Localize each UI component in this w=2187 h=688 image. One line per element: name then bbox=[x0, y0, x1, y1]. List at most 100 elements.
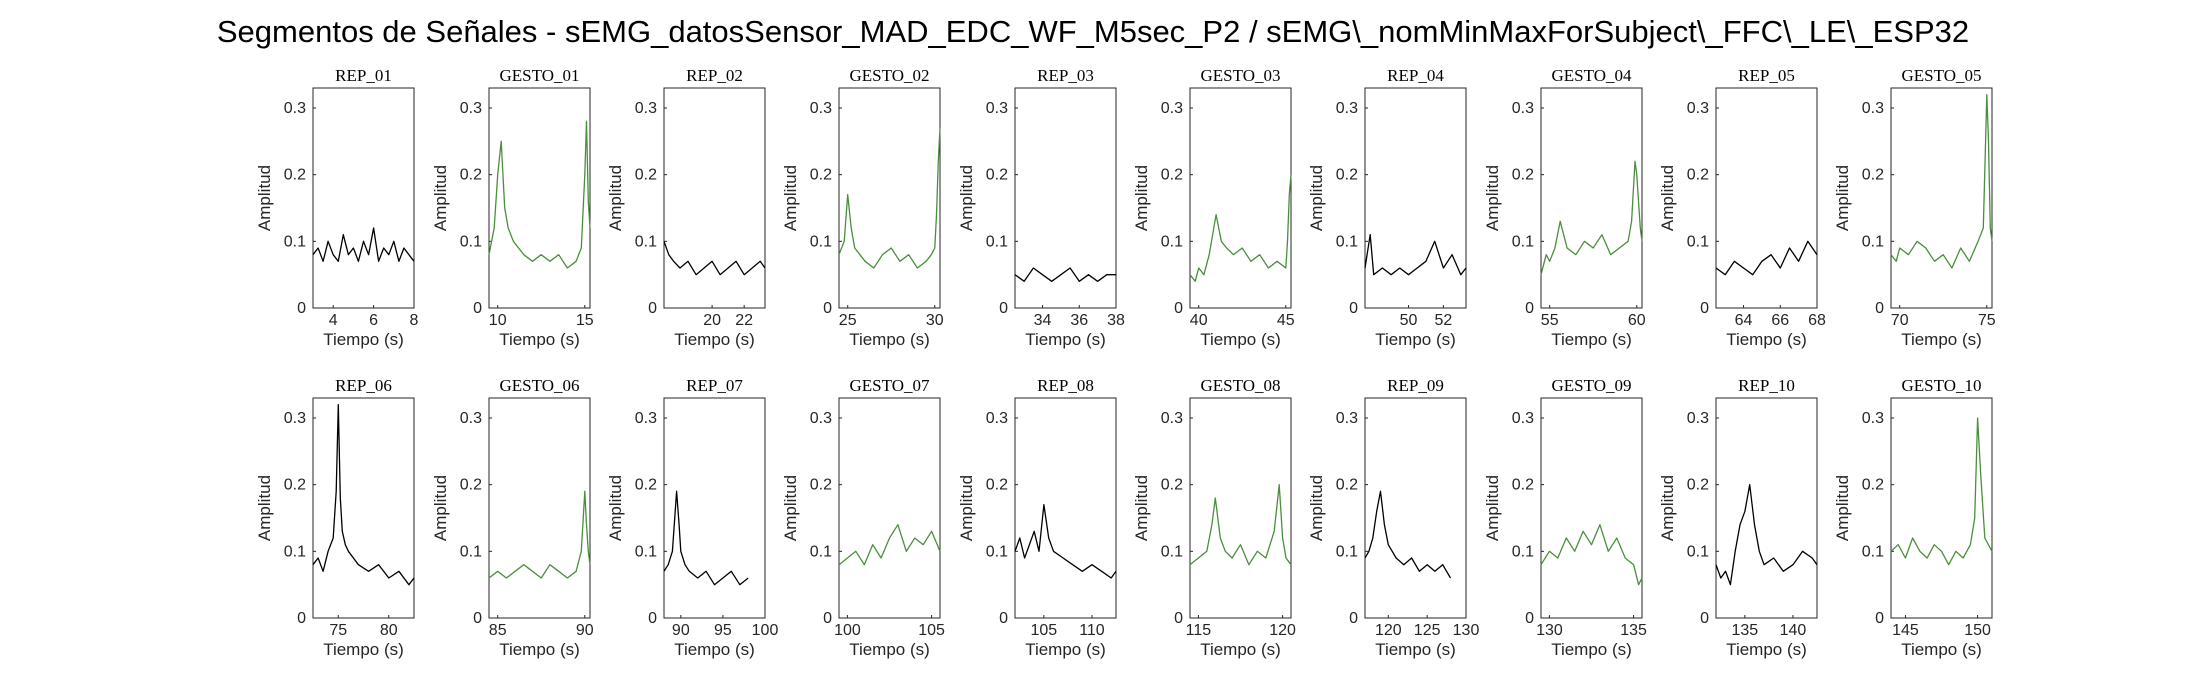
x-tick-label: 75 bbox=[1978, 312, 1996, 329]
subplot-20: 0 0.1 0.2 0.3 145 150 GESTO_10 Tiempo (s) Amplit… bbox=[1833, 376, 1993, 659]
x-axis-label: Tiempo (s) bbox=[1200, 330, 1281, 349]
x-tick-label: 115 bbox=[1186, 622, 1212, 639]
x-tick-label: 75 bbox=[329, 622, 347, 639]
y-tick-label: 0 bbox=[297, 610, 306, 627]
y-axis-label: Amplitud bbox=[255, 165, 274, 231]
y-tick-label: 0 bbox=[1700, 300, 1709, 317]
subplot-18: 0 0.1 0.2 0.3 130 135 GESTO_09 Tiempo (s) Amplit… bbox=[1483, 376, 1647, 659]
signal-line bbox=[1364, 234, 1467, 276]
y-axis-label: Amplitud bbox=[1833, 165, 1852, 231]
y-tick-label: 0.2 bbox=[1687, 167, 1709, 184]
subplot-10: 0 0.1 0.2 0.3 70 75 GESTO_05 Tiempo (s) Amplitud bbox=[1833, 66, 1996, 349]
y-tick-label: 0.3 bbox=[460, 100, 482, 117]
y-axis-label: Amplitud bbox=[1483, 475, 1502, 541]
x-tick-label: 80 bbox=[380, 622, 398, 639]
subplot-5: 0 0.1 0.2 0.3 34 36 38 REP_03 Tiempo (s) Amplitud bbox=[957, 66, 1125, 349]
axes-box bbox=[1189, 87, 1292, 309]
axes-box bbox=[1540, 87, 1643, 309]
x-tick-label: 66 bbox=[1771, 312, 1789, 329]
y-tick-label: 0.2 bbox=[284, 167, 306, 184]
y-tick-label: 0.3 bbox=[1161, 410, 1183, 427]
axes-box bbox=[663, 397, 766, 619]
y-axis-label: Amplitud bbox=[431, 165, 450, 231]
y-tick-label: 0.1 bbox=[284, 543, 306, 560]
subplot-6: 0 0.1 0.2 0.3 40 45 GESTO_03 Tiempo (s) Amplitud bbox=[1132, 66, 1295, 349]
axes-box bbox=[1014, 87, 1117, 309]
y-tick-label: 0 bbox=[297, 300, 306, 317]
axes-box bbox=[1715, 397, 1818, 619]
y-tick-label: 0.3 bbox=[1512, 410, 1534, 427]
y-tick-label: 0.2 bbox=[460, 477, 482, 494]
y-tick-label: 0 bbox=[1174, 300, 1183, 317]
signal-line bbox=[663, 490, 749, 586]
x-axis-label: Tiempo (s) bbox=[849, 330, 930, 349]
axes-box bbox=[1890, 397, 1993, 619]
x-axis-label: Tiempo (s) bbox=[1025, 330, 1106, 349]
subplot-title: REP_06 bbox=[335, 376, 392, 395]
y-tick-label: 0.1 bbox=[460, 233, 482, 250]
y-tick-label: 0.2 bbox=[1512, 167, 1534, 184]
axes-box bbox=[1364, 87, 1467, 309]
y-tick-label: 0.3 bbox=[635, 410, 657, 427]
signal-line bbox=[488, 120, 591, 269]
y-axis-label: Amplitud bbox=[957, 165, 976, 231]
y-tick-label: 0.3 bbox=[986, 100, 1008, 117]
signal-line bbox=[1540, 160, 1643, 275]
y-tick-label: 0.1 bbox=[1862, 543, 1884, 560]
y-tick-label: 0.3 bbox=[1687, 100, 1709, 117]
y-tick-label: 0 bbox=[823, 610, 832, 627]
x-axis-label: Tiempo (s) bbox=[499, 640, 580, 659]
x-tick-label: 140 bbox=[1780, 622, 1807, 639]
y-tick-label: 0 bbox=[1174, 610, 1183, 627]
y-tick-label: 0.1 bbox=[986, 543, 1008, 560]
subplot-title: GESTO_02 bbox=[850, 66, 930, 85]
x-axis-label: Tiempo (s) bbox=[1551, 640, 1632, 659]
y-tick-label: 0.1 bbox=[810, 233, 832, 250]
y-tick-label: 0.2 bbox=[1687, 477, 1709, 494]
subplot-title: GESTO_05 bbox=[1902, 66, 1982, 85]
y-axis-label: Amplitud bbox=[781, 165, 800, 231]
x-tick-label: 52 bbox=[1434, 312, 1452, 329]
y-axis-label: Amplitud bbox=[1658, 165, 1677, 231]
subplot-title: GESTO_07 bbox=[850, 376, 930, 395]
x-axis-label: Tiempo (s) bbox=[674, 330, 755, 349]
subplot-9: 0 0.1 0.2 0.3 64 66 68 REP_05 Tiempo (s) Amplitud bbox=[1658, 66, 1826, 349]
signal-line bbox=[663, 241, 766, 276]
y-tick-label: 0.2 bbox=[1512, 477, 1534, 494]
y-axis-label: Amplitud bbox=[255, 475, 274, 541]
y-tick-label: 0.3 bbox=[810, 100, 832, 117]
x-tick-label: 55 bbox=[1541, 312, 1559, 329]
x-tick-label: 110 bbox=[1079, 622, 1105, 639]
subplot-title: REP_10 bbox=[1738, 376, 1795, 395]
x-tick-label: 68 bbox=[1808, 312, 1826, 329]
subplot-14: 0 0.1 0.2 0.3 100 105 GESTO_07 Tiempo (s) Amplit… bbox=[781, 376, 945, 659]
x-axis-label: Tiempo (s) bbox=[1726, 330, 1807, 349]
y-axis-label: Amplitud bbox=[957, 475, 976, 541]
x-axis-label: Tiempo (s) bbox=[674, 640, 755, 659]
x-tick-label: 150 bbox=[1964, 622, 1991, 639]
x-axis-label: Tiempo (s) bbox=[849, 640, 930, 659]
subplot-title: REP_02 bbox=[686, 66, 743, 85]
subplot-2: 0 0.1 0.2 0.3 10 15 GESTO_01 Tiempo (s) Amplitud bbox=[431, 66, 594, 349]
axes-box bbox=[1364, 397, 1467, 619]
y-tick-label: 0.2 bbox=[810, 477, 832, 494]
axes-box bbox=[1890, 87, 1993, 309]
y-tick-label: 0.2 bbox=[635, 477, 657, 494]
subplot-3: 0 0.1 0.2 0.3 20 22 REP_02 Tiempo (s) Amplitud bbox=[606, 66, 766, 349]
subplot-title: GESTO_09 bbox=[1552, 376, 1632, 395]
y-tick-label: 0 bbox=[999, 300, 1008, 317]
y-tick-label: 0 bbox=[473, 300, 482, 317]
x-axis-label: Tiempo (s) bbox=[1901, 640, 1982, 659]
y-tick-label: 0.3 bbox=[1687, 410, 1709, 427]
signal-line bbox=[1540, 524, 1643, 586]
y-tick-label: 0.1 bbox=[1512, 233, 1534, 250]
y-tick-label: 0.2 bbox=[1862, 477, 1884, 494]
y-axis-label: Amplitud bbox=[431, 475, 450, 541]
x-tick-label: 95 bbox=[714, 622, 732, 639]
y-tick-label: 0.2 bbox=[810, 167, 832, 184]
x-tick-label: 6 bbox=[369, 312, 378, 329]
subplot-1: 0 0.1 0.2 0.3 4 6 8 REP_01 Tiempo (s) Amplitud bbox=[255, 66, 419, 349]
signal-line bbox=[312, 227, 415, 262]
x-tick-label: 45 bbox=[1277, 312, 1295, 329]
